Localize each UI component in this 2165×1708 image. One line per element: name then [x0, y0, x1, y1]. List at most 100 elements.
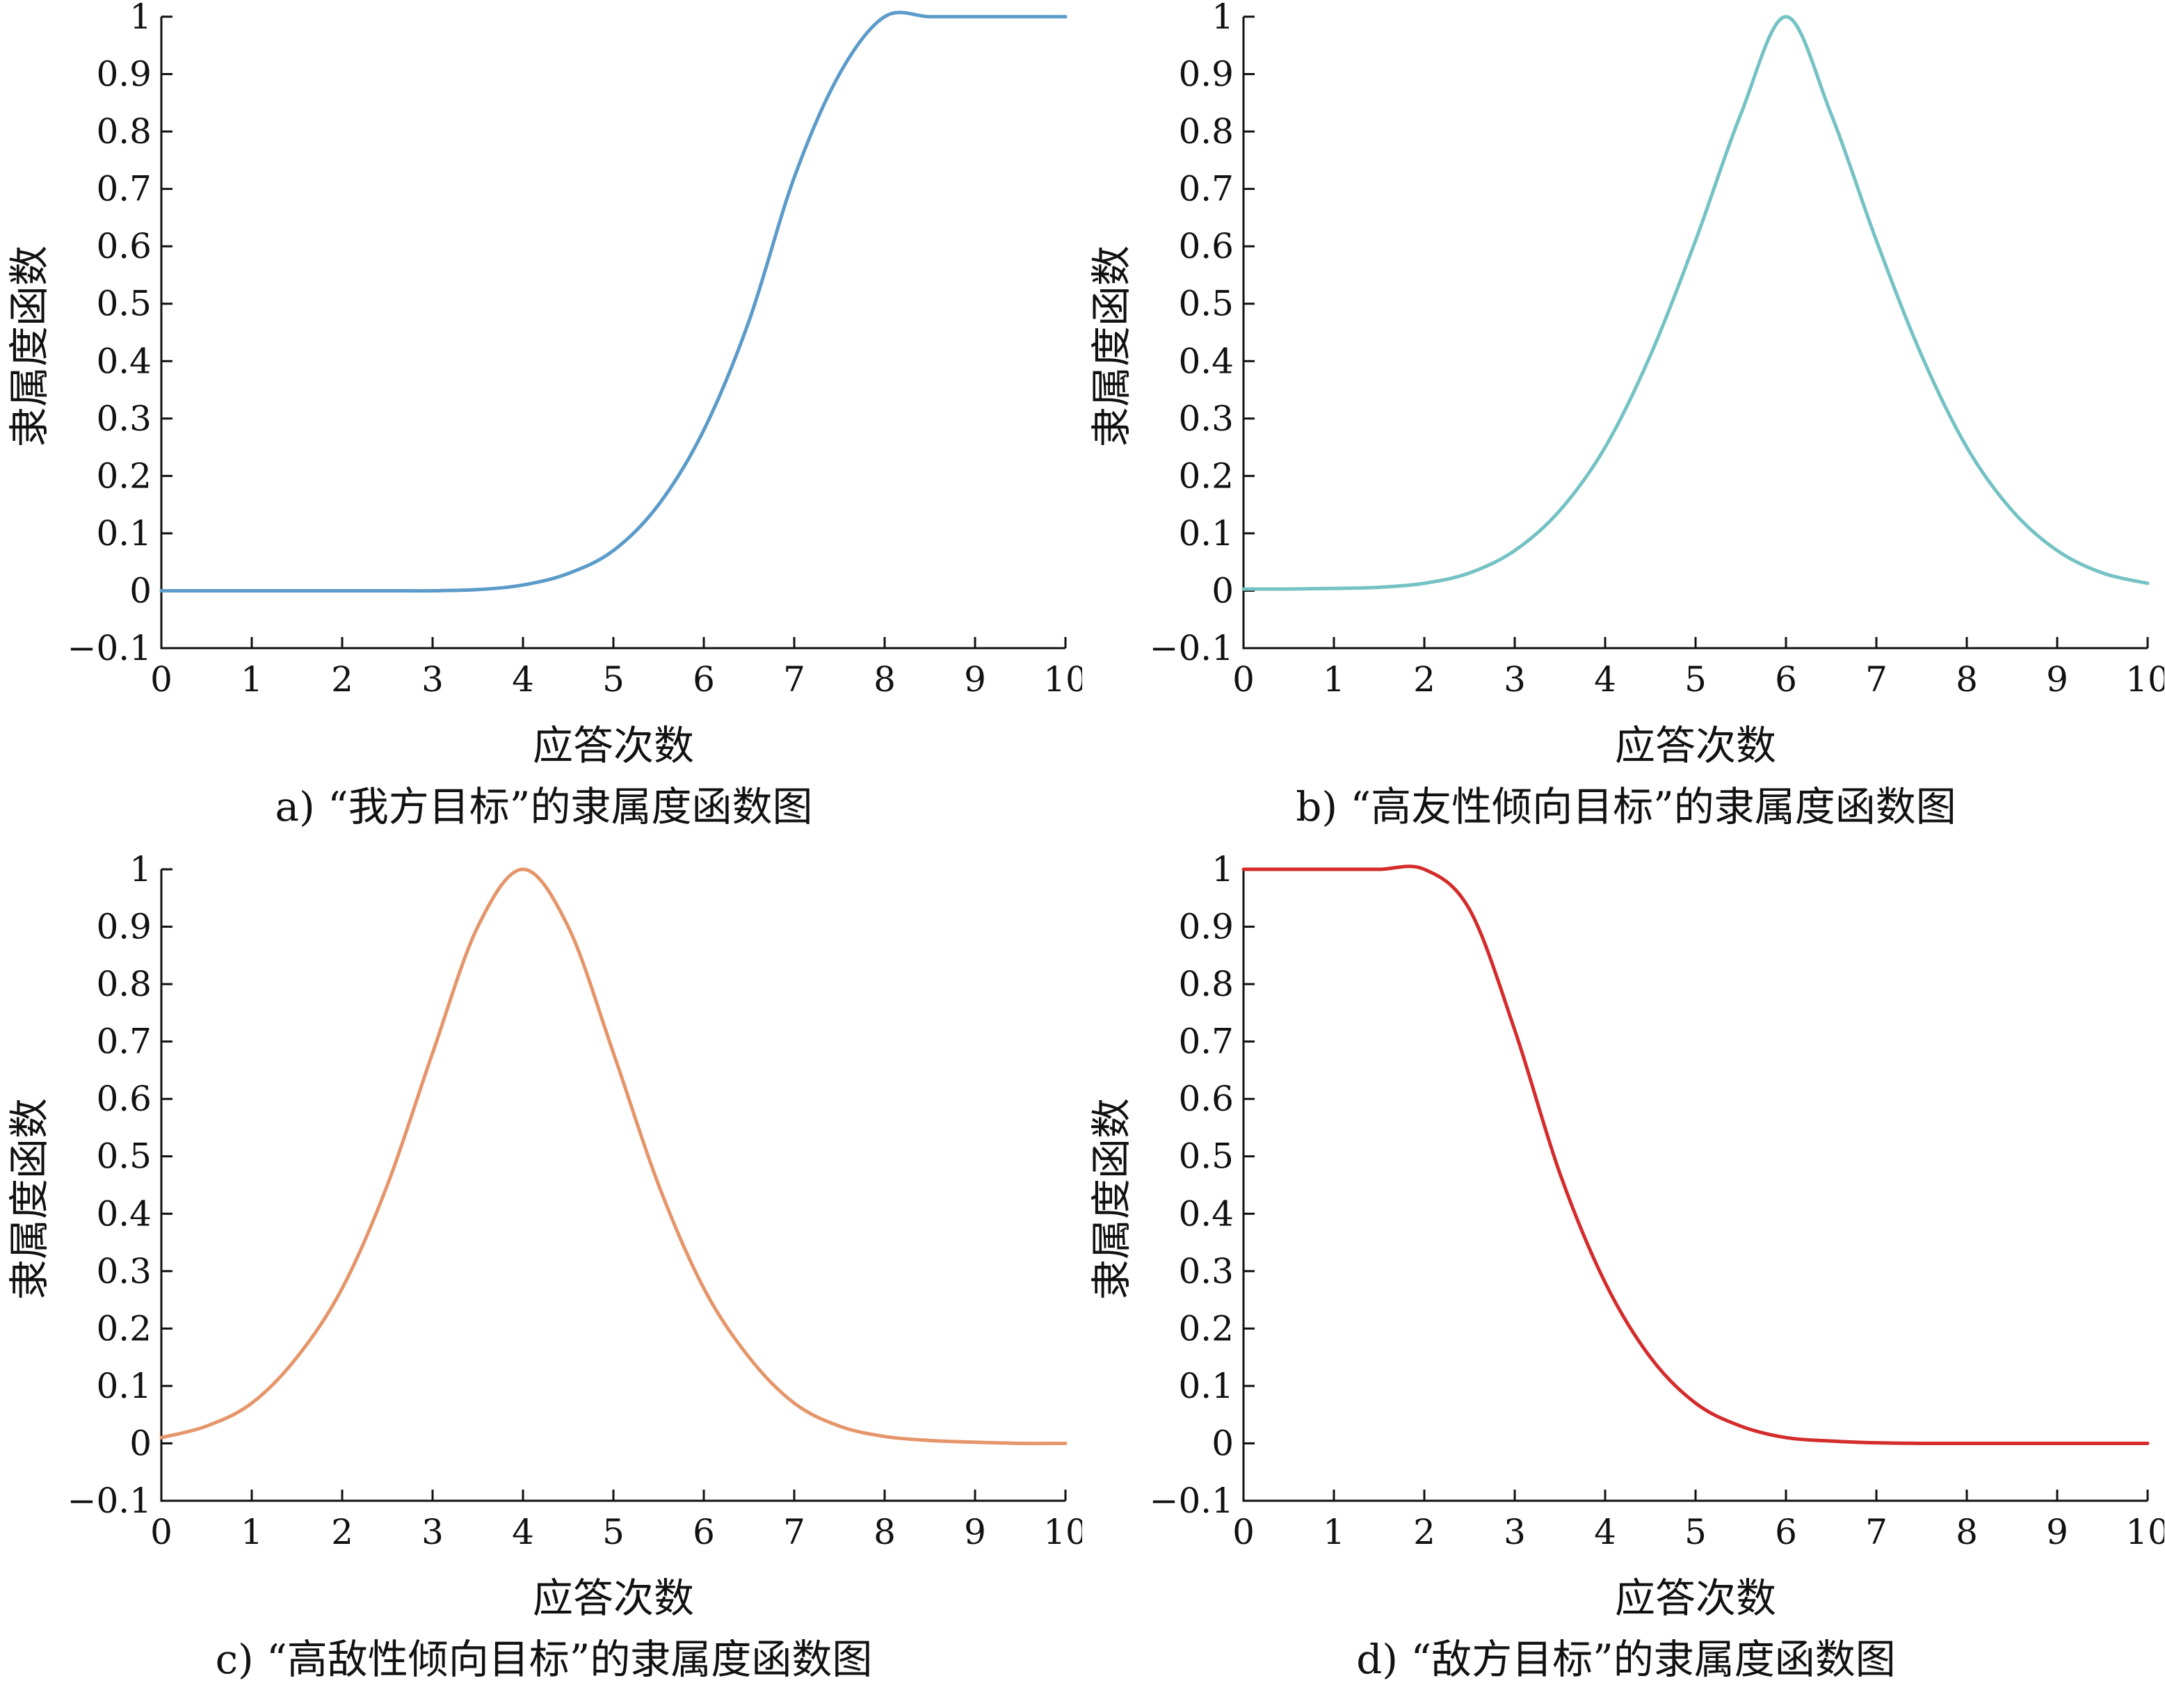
y-tick-label: 0.9: [96, 54, 152, 95]
x-tick-label: 7: [1865, 659, 1888, 700]
y-tick-label: 1: [1212, 853, 1234, 889]
x-tick-label: 1: [241, 659, 263, 700]
x-tick-label: 1: [1323, 659, 1345, 700]
x-tick-label: 7: [783, 659, 805, 700]
x-tick-label: 0: [1232, 659, 1255, 700]
y-tick-label: 0.4: [96, 1193, 152, 1234]
y-tick-label: 0.1: [96, 1366, 152, 1406]
y-tick-label: 0.2: [96, 1308, 152, 1348]
x-tick-label: 8: [1956, 659, 1978, 700]
y-tick-label: 1: [129, 853, 152, 889]
y-tick-label: 1: [1212, 0, 1234, 37]
y-tick-label: 1: [129, 0, 152, 37]
chart-caption: a) “我方目标”的隶属度函数图: [275, 783, 813, 830]
y-tick-label: 0.7: [96, 169, 152, 209]
x-tick-label: 10: [2125, 659, 2164, 700]
chart-svg-b: −0.100.10.20.30.40.50.60.70.80.910 1 2 3 4 5 6…: [1088, 0, 2165, 830]
y-tick-label: 0.1: [1178, 513, 1234, 554]
y-tick-label: −0.1: [67, 1481, 152, 1521]
x-tick-label: 4: [512, 659, 534, 700]
y-tick-label: 0.3: [1178, 398, 1234, 439]
x-tick-label: 9: [2046, 659, 2068, 700]
y-tick-label: 0.3: [96, 398, 152, 439]
y-tick-label: 0.9: [1178, 54, 1234, 95]
x-tick-label: 6: [1775, 1512, 1797, 1552]
x-tick-label: 9: [964, 659, 986, 700]
y-tick-label: 0: [1212, 1423, 1234, 1463]
axes-frame: [1242, 17, 2148, 650]
y-tick-label: 0.4: [96, 341, 152, 381]
x-axis-label: 应答次数: [533, 722, 694, 769]
chart-svg-d: −0.100.10.20.30.40.50.60.70.80.910 1 2 3 4 5 6…: [1088, 849, 2165, 1683]
x-tick-label: 2: [331, 659, 353, 700]
y-tick-label: 0: [1212, 570, 1234, 611]
series-line: [1241, 15, 2150, 591]
x-tick-label: 2: [331, 1512, 353, 1552]
x-tick-label: 3: [1504, 1512, 1526, 1552]
x-tick-label: 0: [1232, 1512, 1255, 1552]
y-tick-label: 0.7: [1178, 1022, 1234, 1062]
series-line: [1241, 864, 2150, 1446]
y-axis-label: 隶属度函数: [6, 1098, 53, 1300]
x-axis-label: 应答次数: [1615, 722, 1776, 769]
y-axis-label: 隶属度函数: [1088, 1098, 1135, 1300]
y-tick-label: 0.8: [1178, 964, 1234, 1004]
y-tick-label: 0.5: [1178, 284, 1234, 324]
chart-panel-b: −0.1 0 0.1 0.2 0.3 0.4 0.5 0.6 0.7 0.8 0.9 1 0 1 2 3 4 5 6…: [1082, 0, 2165, 853]
x-tick-label: 10: [1043, 1512, 1082, 1552]
y-tick-label: 0.6: [96, 226, 152, 266]
y-tick-label: 0.1: [1178, 1366, 1234, 1406]
x-tick-label: 0: [150, 1512, 172, 1552]
y-tick-label: −0.1: [1150, 1481, 1234, 1521]
y-tick-label: 0.6: [1178, 1079, 1234, 1119]
y-tick-label: 0.8: [96, 964, 152, 1004]
x-tick-label: 10: [2125, 1512, 2164, 1552]
x-tick-label: 6: [1775, 659, 1797, 700]
x-tick-label: 9: [2046, 1512, 2068, 1552]
x-tick-label: 1: [1323, 1512, 1345, 1552]
x-tick-label: 2: [1413, 659, 1435, 700]
chart-panel-c: −0.1 0 0.1 0.2 0.3 0.4 0.5 0.6 0.7 0.8 0.9 1 0 1 2 3 4 5 6…: [0, 849, 1088, 1706]
y-tick-label: 0.4: [1178, 341, 1234, 381]
x-tick-label: 3: [421, 659, 444, 700]
x-tick-label: 4: [1594, 659, 1616, 700]
y-tick-label: 0.2: [96, 456, 152, 496]
chart-panel-d: −0.1 0 0.1 0.2 0.3 0.4 0.5 0.6 0.7 0.8 0.9 1 0 1 2 3 4 5 6…: [1082, 849, 2165, 1706]
chart-caption: b) “高友性倾向目标”的隶属度函数图: [1296, 783, 1956, 830]
x-tick-label: 8: [874, 1512, 896, 1552]
x-tick-label: 10: [1043, 659, 1082, 700]
y-tick-label: −0.1: [1150, 628, 1234, 668]
x-tick-label: 8: [874, 659, 896, 700]
y-tick-label: 0.2: [1178, 1308, 1234, 1348]
x-tick-label: 5: [1684, 659, 1707, 700]
y-tick-label: 0.7: [96, 1022, 152, 1062]
chart-svg-a: −0.100.10.20.30.40.50.60.70.80.910 1 2 3 4 5 6…: [6, 0, 1088, 830]
x-tick-label: 5: [602, 659, 625, 700]
x-tick-label: 7: [783, 1512, 805, 1552]
y-tick-label: 0.2: [1178, 456, 1234, 496]
y-tick-label: 0.9: [96, 907, 152, 947]
y-tick-label: 0.4: [1178, 1193, 1234, 1234]
x-axis-label: 应答次数: [533, 1574, 694, 1622]
x-tick-label: 4: [1594, 1512, 1616, 1552]
chart-panel-a: −0.1 0 0.1 0.2 0.3 0.4 0.5 0.6 0.7 0.8 0.9 1 0 1 2 3 4 5 6…: [0, 0, 1088, 853]
y-tick-label: 0.6: [1178, 226, 1234, 266]
y-tick-label: 0.1: [96, 513, 152, 554]
x-tick-label: 3: [421, 1512, 444, 1552]
chart-caption: d) “敌方目标”的隶属度函数图: [1356, 1636, 1896, 1683]
y-tick-label: −0.1: [67, 628, 152, 668]
x-tick-label: 2: [1413, 1512, 1435, 1552]
x-tick-label: 0: [150, 659, 172, 700]
axes-frame: [1242, 869, 2148, 1502]
y-tick-label: 0.5: [96, 284, 152, 324]
x-axis-label: 应答次数: [1615, 1574, 1776, 1622]
x-tick-label: 8: [1956, 1512, 1978, 1552]
y-tick-label: 0.7: [1178, 169, 1234, 209]
x-tick-label: 3: [1504, 659, 1526, 700]
y-tick-label: 0.8: [96, 111, 152, 152]
x-tick-label: 7: [1865, 1512, 1888, 1552]
y-tick-label: 0: [129, 1423, 152, 1463]
y-tick-label: 0.9: [1178, 907, 1234, 947]
x-tick-label: 5: [1684, 1512, 1707, 1552]
